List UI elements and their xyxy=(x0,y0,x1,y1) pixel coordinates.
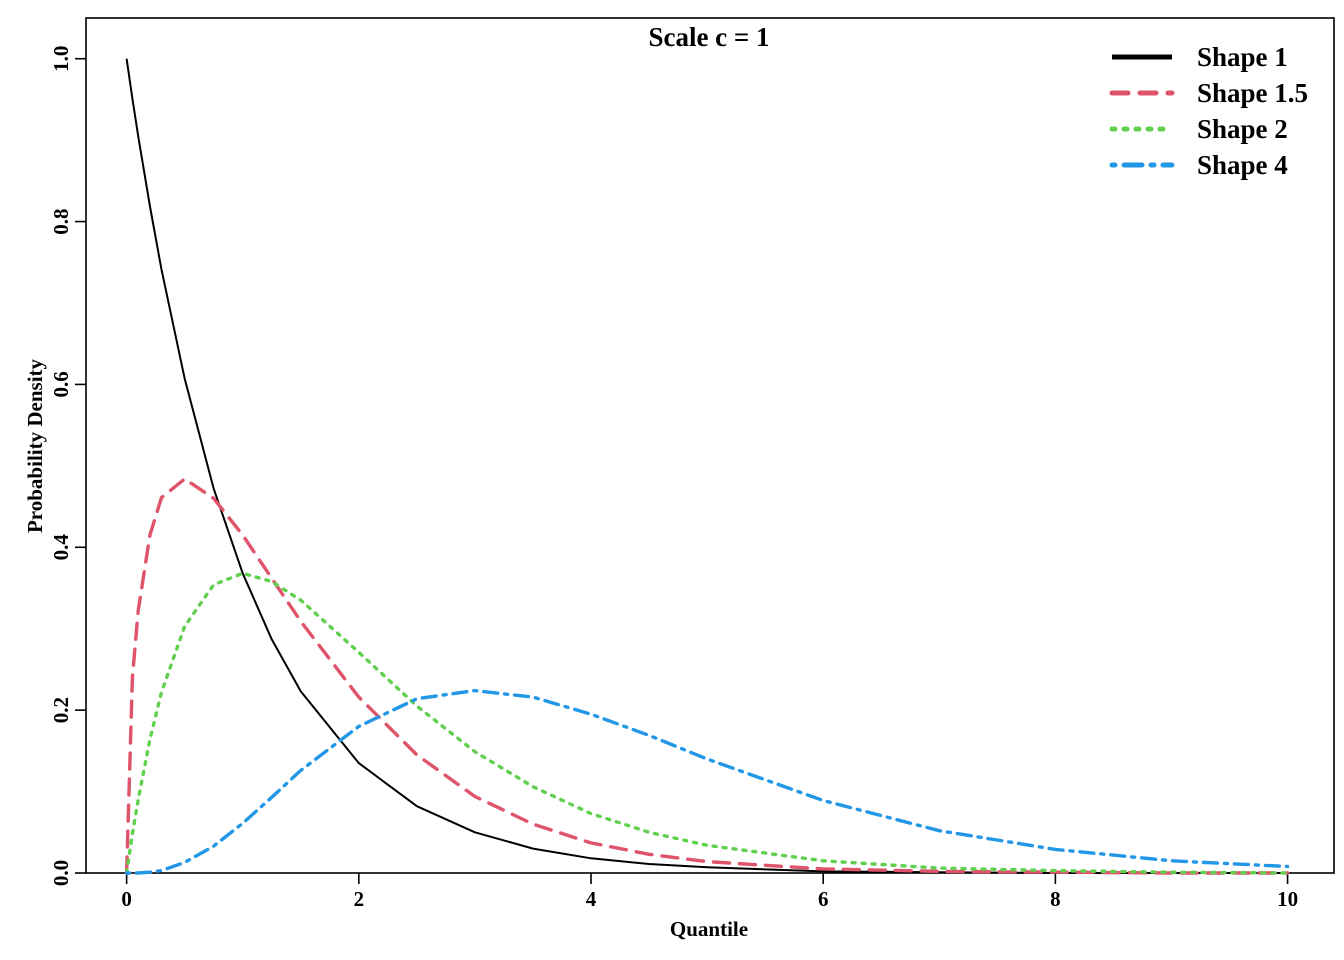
legend-label-0: Shape 1 xyxy=(1197,42,1288,72)
y-tick-label: 0.0 xyxy=(49,860,73,886)
x-tick-label: 0 xyxy=(121,887,132,911)
y-tick-label: 1.0 xyxy=(49,46,73,72)
series-line-0 xyxy=(125,58,1288,874)
y-tick-label: 0.4 xyxy=(49,534,73,561)
x-tick-label: 8 xyxy=(1050,887,1061,911)
plot-frame xyxy=(85,17,1335,874)
legend-label-3: Shape 4 xyxy=(1197,150,1288,180)
legend-label-2: Shape 2 xyxy=(1197,114,1288,144)
series-line-1 xyxy=(124,477,1290,875)
y-axis: 0.0 0.2 0.4 0.6 0.8 1.0 xyxy=(49,46,86,886)
series-line-3 xyxy=(124,688,1290,875)
y-axis-title: Probability Density xyxy=(23,358,47,533)
y-tick-label: 0.6 xyxy=(49,371,73,397)
legend: Shape 1 Shape 1.5 Shape 2 Shape 4 xyxy=(1109,42,1308,180)
legend-label-1: Shape 1.5 xyxy=(1197,78,1308,108)
x-axis-title: Quantile xyxy=(670,917,748,941)
x-axis: 0 2 4 6 8 10 xyxy=(121,873,1298,911)
y-tick-label: 0.8 xyxy=(49,208,73,234)
series-line-2 xyxy=(124,571,1290,875)
series-layer xyxy=(124,58,1290,875)
x-tick-label: 4 xyxy=(586,887,597,911)
x-tick-label: 10 xyxy=(1277,887,1298,911)
plot-title: Scale c = 1 xyxy=(648,22,769,52)
y-tick-label: 0.2 xyxy=(49,697,73,723)
x-tick-label: 2 xyxy=(354,887,365,911)
x-tick-label: 6 xyxy=(818,887,829,911)
